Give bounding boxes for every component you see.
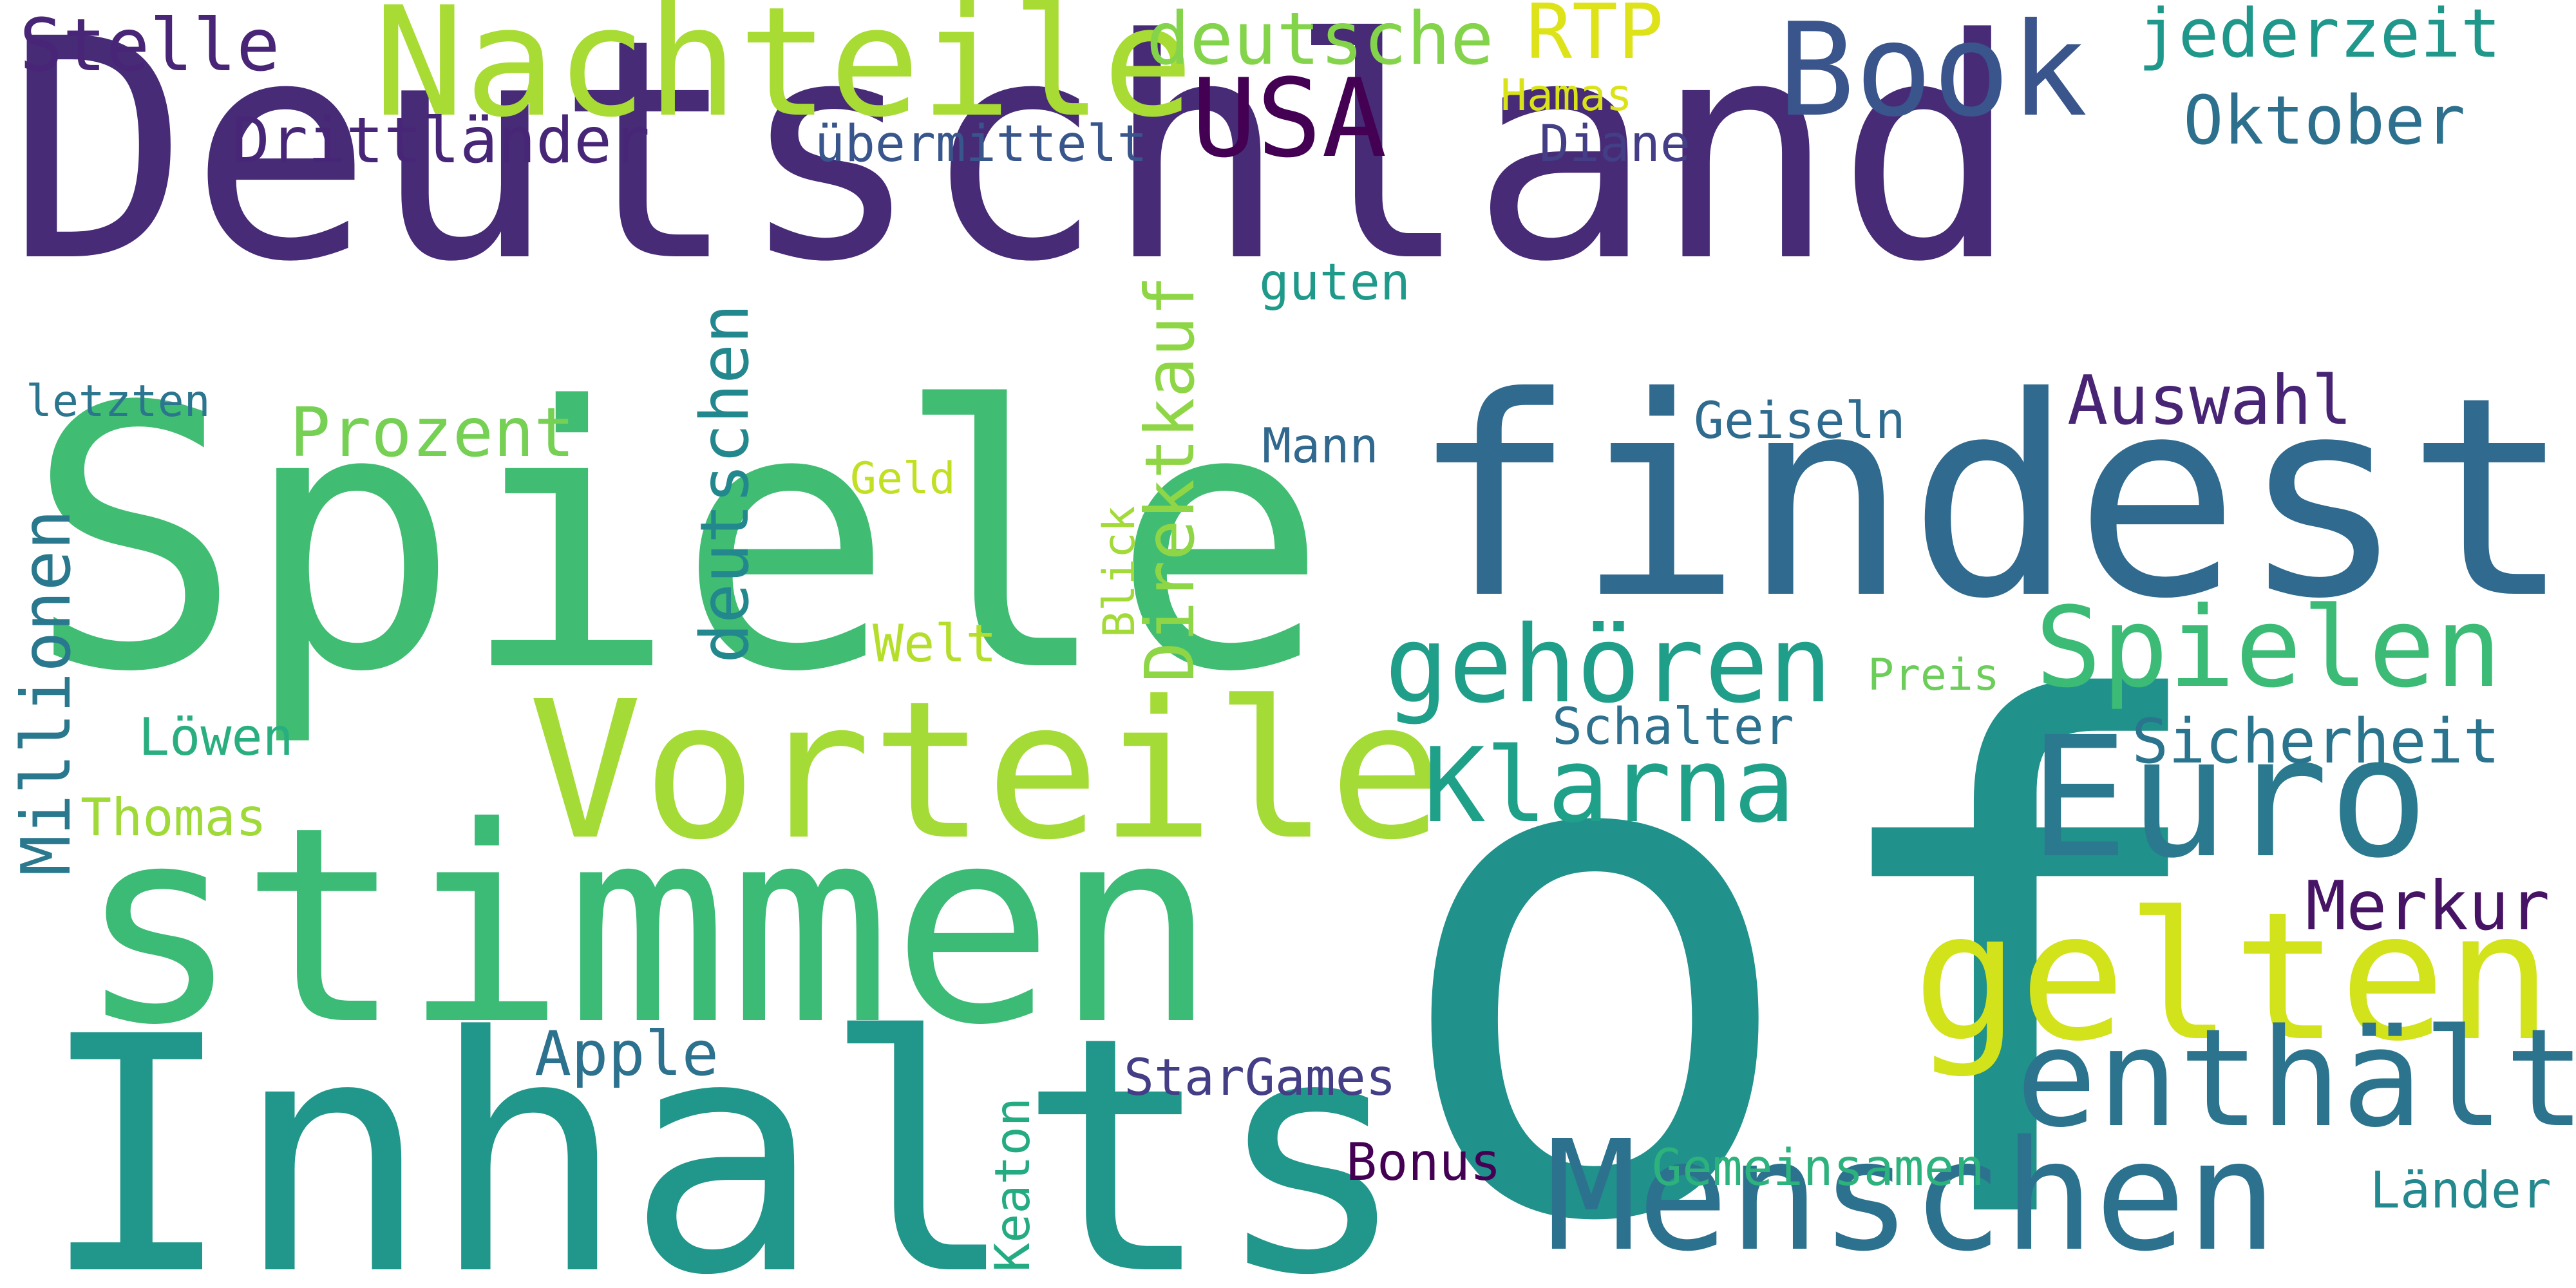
- word-mann: Mann: [1262, 417, 1379, 474]
- word-gelten: gelten: [1913, 874, 2553, 1080]
- word-rtp: RTP: [1526, 0, 1664, 76]
- word-oktober: Oktober: [2183, 81, 2466, 160]
- word-gehoren: gehören: [1385, 603, 1833, 726]
- word-stargames: StarGames: [1124, 1049, 1396, 1107]
- word-bonus: Bonus: [1346, 1132, 1501, 1192]
- word-usa: USA: [1191, 55, 1387, 182]
- word-stelle: Stelle: [19, 4, 280, 88]
- word-auswahl: Auswahl: [2067, 361, 2353, 440]
- word-diane: Diane: [1539, 115, 1690, 173]
- word-thomas: Thomas: [80, 788, 267, 848]
- word-gemeinsamen: Gemeinsamen: [1652, 1139, 1985, 1197]
- word-spielen: Spielen: [2035, 583, 2502, 712]
- word-preis: Preis: [1868, 650, 2000, 701]
- word-prozent: Prozent: [290, 393, 575, 472]
- word-sicherheit: Sicherheit: [2132, 706, 2500, 777]
- word-direktkauf: Direktkauf: [1131, 275, 1209, 683]
- word-deutschland: Deutschland: [6, 0, 2020, 328]
- word-welt: Welt: [873, 614, 997, 674]
- word-millionen: Millionen: [7, 509, 86, 876]
- word-guten: guten: [1259, 254, 1410, 312]
- word-drittlander: Drittländer: [232, 104, 650, 178]
- word-vorteile: Vorteile: [528, 660, 1443, 882]
- word-blick: Blick: [1094, 506, 1145, 638]
- word-letzten: letzten: [26, 376, 211, 427]
- word-lowen: Löwen: [138, 707, 294, 767]
- word-hamas: Hamas: [1501, 70, 1633, 121]
- word-nachteile: Nachteile: [374, 0, 1194, 151]
- word-apple: Apple: [535, 1019, 719, 1090]
- word-menschen: Menschen: [1546, 1108, 2278, 1285]
- word-geld: Geld: [850, 453, 956, 504]
- word-inhalts: Inhalts: [39, 968, 1410, 1288]
- word-jederzeit: jederzeit: [2138, 0, 2501, 73]
- word-of: of: [1385, 561, 2226, 1288]
- word-keaton: Keaton: [984, 1097, 1041, 1272]
- word-book: Book: [1777, 0, 2088, 146]
- word-schalter: Schalter: [1552, 698, 1794, 756]
- word-deutsche: deutsche: [1146, 0, 1494, 81]
- word-findest: findest: [1410, 338, 2572, 659]
- word-klarna: Klarna: [1423, 725, 1795, 846]
- word-spiele: Spiele: [26, 331, 1329, 751]
- word-lander: Länder: [2370, 1162, 2552, 1220]
- word-deutschen: deutschen: [687, 303, 764, 663]
- word-merkur: Merkur: [2306, 867, 2550, 945]
- word-enthalt: enthält: [2016, 999, 2576, 1157]
- word-euro: Euro: [2029, 701, 2429, 895]
- word-stimmen: stimmen: [77, 770, 1218, 1084]
- word-geiseln: Geiseln: [1694, 392, 1906, 450]
- word-ubermittelt: übermittelt: [815, 115, 1148, 173]
